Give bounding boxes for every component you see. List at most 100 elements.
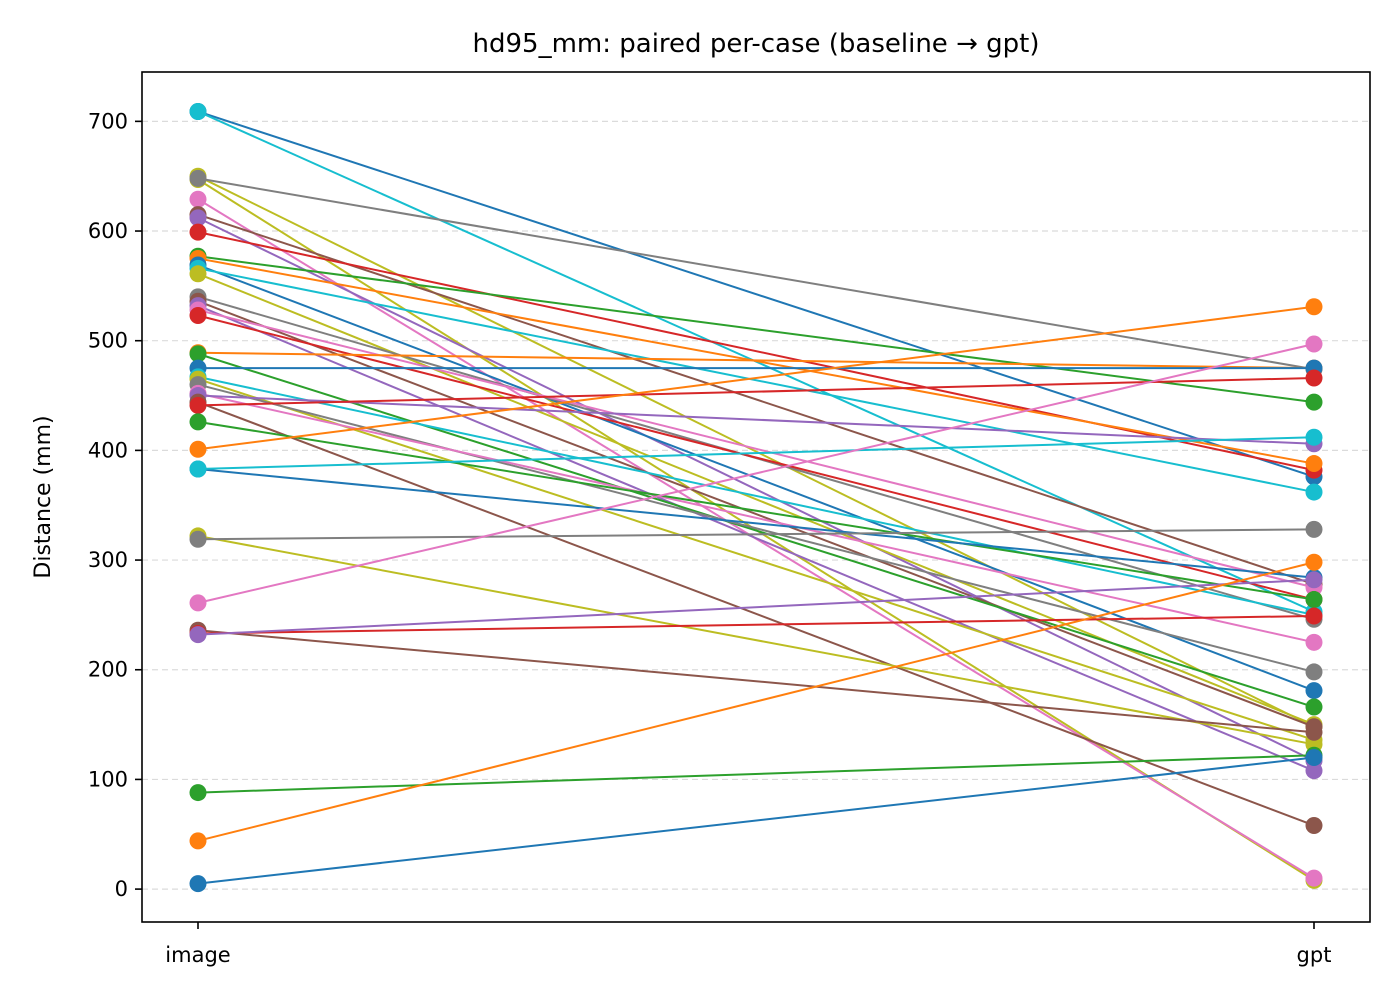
case-series [189,301,1323,596]
gpt-point [1305,393,1323,411]
gpt-point [1305,520,1323,538]
case-series [189,335,1323,612]
gpt-point [1305,663,1323,681]
gpt-point [1305,748,1323,766]
gpt-point [1305,869,1323,887]
case-series [189,368,1323,624]
paired-line [197,534,1315,746]
case-series [189,167,1323,736]
paired-line [197,615,1315,635]
paired-line [197,267,1315,494]
baseline-point [189,102,207,120]
y-tick-label: 0 [115,877,128,901]
y-tick-label: 400 [88,438,128,462]
gpt-point [1305,455,1323,473]
baseline-point [189,875,207,893]
case-series [189,256,1323,700]
case-series [189,292,1323,736]
paired-line [197,110,1315,478]
chart-title: hd95_mm: paired per-case (baseline → gpt… [473,29,1040,59]
gpt-point [1305,428,1323,446]
gpt-point [1305,335,1323,353]
paired-line [197,377,1315,407]
gpt-point [1305,553,1323,571]
case-series [189,247,1323,411]
paired-line [197,394,1315,445]
paired-line [197,352,1315,708]
paired-line [197,300,1315,728]
baseline-point [189,784,207,802]
paired-line [197,392,1315,644]
baseline-point [189,345,207,363]
case-series [189,376,1323,681]
plot-frame [141,71,1371,923]
paired-line [197,561,1315,842]
case-series [189,746,1323,802]
paired-line [197,629,1315,734]
paired-line [197,375,1315,616]
paired-line [197,756,1315,885]
gpt-point [1305,698,1323,716]
case-series [189,748,1323,893]
series-layer [189,102,1323,893]
case-series [189,428,1323,478]
case-series [189,607,1323,643]
case-series [189,369,1323,414]
case-series [189,265,1323,734]
paired-line [197,754,1315,794]
paired-line [197,231,1315,472]
paired-line [197,304,1315,772]
gpt-point [1305,816,1323,834]
paired-line [197,314,1315,601]
case-series [189,169,1323,378]
y-tick-label: 500 [88,329,128,353]
gpt-point [1305,633,1323,651]
gpt-point [1305,723,1323,741]
paired-line [197,436,1315,471]
paired-line [197,213,1315,586]
y-tick-label: 100 [88,767,128,791]
baseline-point [189,413,207,431]
paired-line [197,383,1315,673]
case-series [189,553,1323,850]
gpt-point [1305,483,1323,501]
baseline-point [189,440,207,458]
paired-line [197,177,1315,371]
gpt-point [1305,762,1323,780]
baseline-point [189,306,207,324]
baseline-point [189,209,207,227]
baseline-point [189,460,207,478]
x-tick-label: gpt [1297,943,1332,967]
y-tick-label: 200 [88,658,128,682]
paired-line [197,468,1315,579]
case-series [189,298,1323,458]
baseline-point [189,832,207,850]
gpt-point [1305,682,1323,700]
paired-line [197,216,1315,762]
gpt-point [1305,369,1323,387]
paired-line [197,528,1315,541]
baseline-point [189,530,207,548]
baseline-point [189,626,207,644]
baseline-point [189,396,207,414]
baseline-point [189,265,207,283]
paired-line [197,401,1315,827]
baseline-point [189,190,207,208]
y-axis-label: Distance (mm) [31,415,56,578]
y-tick-label: 700 [88,109,128,133]
case-series [189,460,1323,587]
y-tick-label: 300 [88,548,128,572]
case-series [189,520,1323,548]
paired-line [197,272,1315,726]
baseline-point [189,169,207,187]
tick-layer: 0 100 200 300 400 500 600 700 image gpt [88,109,1332,967]
paired-line [197,255,1315,404]
paired-line [197,378,1315,741]
gpt-point [1305,591,1323,609]
baseline-point [189,594,207,612]
x-tick-label: image [165,943,230,967]
case-series [189,345,1323,716]
baseline-point [189,223,207,241]
